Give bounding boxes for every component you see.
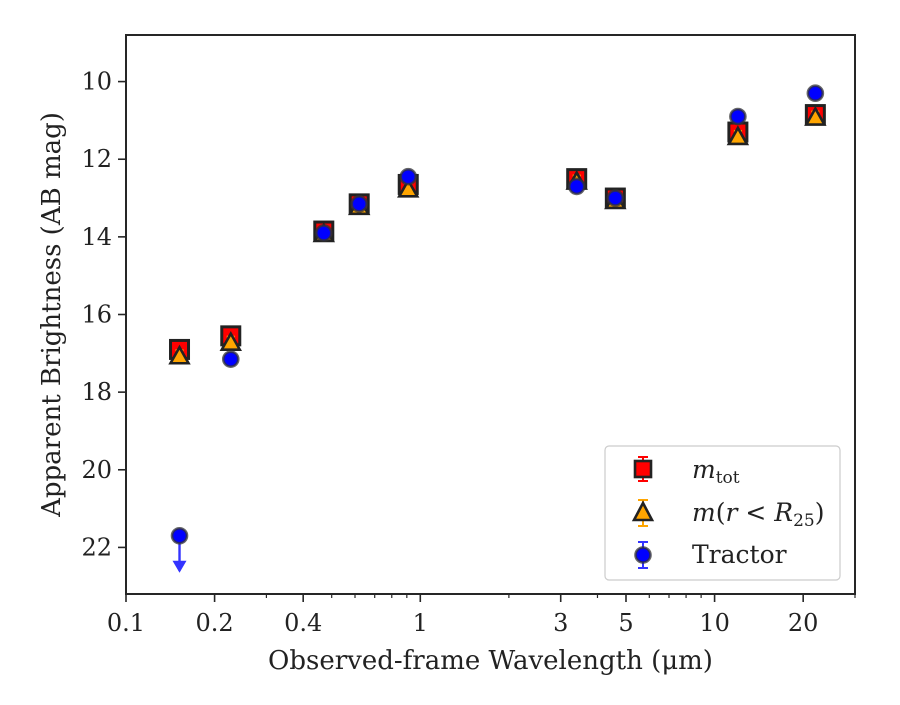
y-tick-label: 18 <box>81 378 112 406</box>
y-tick-label: 20 <box>81 456 112 484</box>
y-tick-label: 14 <box>81 223 112 251</box>
x-tick-label: 5 <box>618 609 633 637</box>
axis-ticks: 0.1 0.2 0.4 1 3 5 10 20 10 12 14 16 18 20 22 <box>81 68 856 637</box>
tractor-point <box>567 177 586 196</box>
x-tick-label: 0.4 <box>284 609 322 637</box>
mr25-point <box>168 344 191 365</box>
mr25-point <box>804 105 827 126</box>
mr25-point <box>219 331 242 351</box>
data-marks <box>168 84 827 573</box>
tractor-point <box>806 84 825 103</box>
legend-label-tractor: Tractor <box>692 540 787 569</box>
series-3 <box>170 84 825 573</box>
legend: mtot m(r < R25) Tractor <box>604 445 841 581</box>
y-tick-label: 10 <box>81 68 112 96</box>
tractor-upper-limit-arrowhead <box>172 560 187 573</box>
x-axis-title: Observed-frame Wavelength (μm) <box>268 646 713 676</box>
legend-box <box>604 445 841 581</box>
x-tick-label: 0.1 <box>107 609 145 637</box>
legend-marker-tractor <box>634 541 652 569</box>
x-tick-label: 3 <box>553 609 568 637</box>
legend-label-mr25: m(r < R25) <box>692 498 825 531</box>
legend-label-mtot: mtot <box>692 455 740 488</box>
y-tick-label: 22 <box>81 533 112 561</box>
legend-marker-mr25 <box>631 499 655 527</box>
y-tick-label: 16 <box>81 301 112 329</box>
y-axis-title: Apparent Brightness (AB mag) <box>37 112 67 518</box>
tractor-point <box>170 526 189 545</box>
tractor-point <box>221 350 240 368</box>
tractor-point <box>314 224 333 242</box>
tractor-point <box>606 189 625 207</box>
x-tick-label: 10 <box>699 609 730 637</box>
x-tick-label: 0.2 <box>196 609 234 637</box>
x-tick-label: 20 <box>788 609 819 637</box>
x-tick-label: 1 <box>413 609 428 637</box>
mr25-point <box>397 177 420 198</box>
tractor-point <box>729 107 747 126</box>
y-tick-label: 12 <box>81 145 112 173</box>
legend-marker-mtot <box>633 456 653 482</box>
tractor-point <box>350 195 368 213</box>
tractor-point <box>399 167 418 186</box>
mr25-point <box>726 125 750 146</box>
